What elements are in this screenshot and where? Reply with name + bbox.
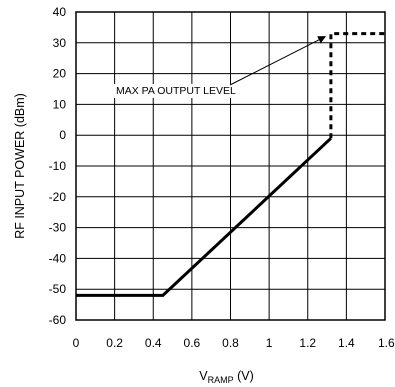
x-tick-label: 0.8	[222, 336, 239, 350]
y-tick-label: -10	[49, 159, 67, 173]
x-tick-label: 1	[266, 336, 273, 350]
x-axis-label-subscript: RAMP	[208, 375, 234, 385]
x-tick-label: 0.6	[184, 336, 201, 350]
y-tick-label: -50	[49, 282, 67, 296]
x-tick-label: 1.2	[299, 336, 316, 350]
y-tick-label: 10	[53, 97, 67, 111]
tick-labels: 40 30 20 10 0 -10 -20 -30 -40 -50 -60 0 0.2 0.4 0.6 0.8…	[49, 5, 395, 350]
x-axis-label-unit: (V)	[234, 369, 254, 383]
x-axis-label: VRAMP (V)	[199, 369, 254, 385]
y-tick-label: -60	[49, 313, 67, 327]
y-tick-label: 40	[53, 5, 67, 19]
x-tick-label: 1.6	[378, 336, 395, 350]
annotation-arrow	[229, 36, 327, 86]
series-layer	[76, 32, 385, 297]
y-tick-label: 30	[53, 36, 67, 50]
series-line-dashed	[329, 32, 385, 139]
x-tick-label: 0.2	[106, 336, 123, 350]
annotation-background	[114, 84, 238, 98]
y-tick-label: -30	[49, 221, 67, 235]
series-line-solid	[76, 137, 332, 297]
y-axis-label: RF INPUT POWER (dBm)	[13, 93, 27, 239]
x-axis-label-main: V	[199, 369, 208, 383]
x-tick-label: 1.4	[338, 336, 355, 350]
annotation: MAX PA OUTPUT LEVEL	[114, 36, 327, 98]
x-tick-label: 0	[73, 336, 80, 350]
y-tick-label: 20	[53, 67, 67, 81]
plot-frame	[75, 11, 386, 321]
grid	[75, 11, 386, 321]
y-tick-label: 0	[59, 128, 66, 142]
y-tick-label: -20	[49, 190, 67, 204]
y-tick-label: -40	[49, 251, 67, 265]
annotation-text: MAX PA OUTPUT LEVEL	[116, 85, 236, 97]
x-tick-label: 0.4	[145, 336, 162, 350]
